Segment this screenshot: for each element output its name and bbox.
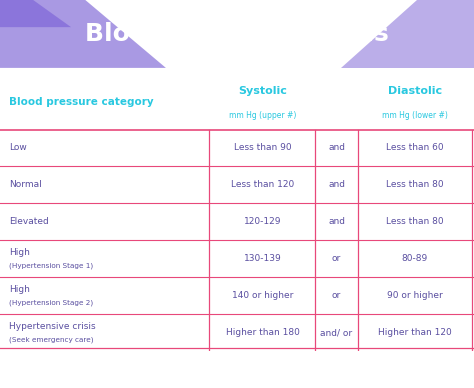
Text: Normal: Normal [9, 180, 42, 189]
Text: mm Hg (lower #): mm Hg (lower #) [382, 111, 447, 120]
Text: Higher than 120: Higher than 120 [378, 328, 452, 337]
Text: (Seek emergency care): (Seek emergency care) [9, 336, 94, 343]
Text: Less than 80: Less than 80 [386, 217, 444, 226]
Text: Blood pressure levels: Blood pressure levels [85, 22, 389, 46]
Text: (Hypertension Stage 1): (Hypertension Stage 1) [9, 262, 93, 269]
Text: Less than 60: Less than 60 [386, 144, 444, 152]
Text: Low: Low [9, 144, 27, 152]
Text: Hypertensive crisis: Hypertensive crisis [9, 322, 96, 331]
Text: High: High [9, 284, 30, 294]
Text: High: High [9, 248, 30, 256]
Text: Less than 90: Less than 90 [234, 144, 292, 152]
Text: Higher than 180: Higher than 180 [226, 328, 300, 337]
Text: or: or [332, 291, 341, 300]
Text: or: or [332, 254, 341, 263]
Polygon shape [0, 0, 166, 68]
Text: mm Hg (upper #): mm Hg (upper #) [229, 111, 297, 120]
Polygon shape [0, 0, 71, 27]
Polygon shape [341, 0, 474, 68]
Text: Less than 120: Less than 120 [231, 180, 295, 189]
Text: Diastolic: Diastolic [388, 86, 442, 96]
Text: and: and [328, 180, 345, 189]
Text: 140 or higher: 140 or higher [232, 291, 294, 300]
Text: 90 or higher: 90 or higher [387, 291, 443, 300]
Text: 120-129: 120-129 [244, 217, 282, 226]
Text: and: and [328, 217, 345, 226]
Text: Elevated: Elevated [9, 217, 49, 226]
Text: and/ or: and/ or [320, 328, 353, 337]
Text: ♥ SingleCare®: ♥ SingleCare® [179, 362, 295, 377]
Text: (Hypertension Stage 2): (Hypertension Stage 2) [9, 299, 93, 306]
Text: Blood pressure category: Blood pressure category [9, 97, 154, 107]
Text: Systolic: Systolic [238, 86, 288, 96]
Text: 130-139: 130-139 [244, 254, 282, 263]
Text: and: and [328, 144, 345, 152]
Text: 80-89: 80-89 [401, 254, 428, 263]
Text: Less than 80: Less than 80 [386, 180, 444, 189]
